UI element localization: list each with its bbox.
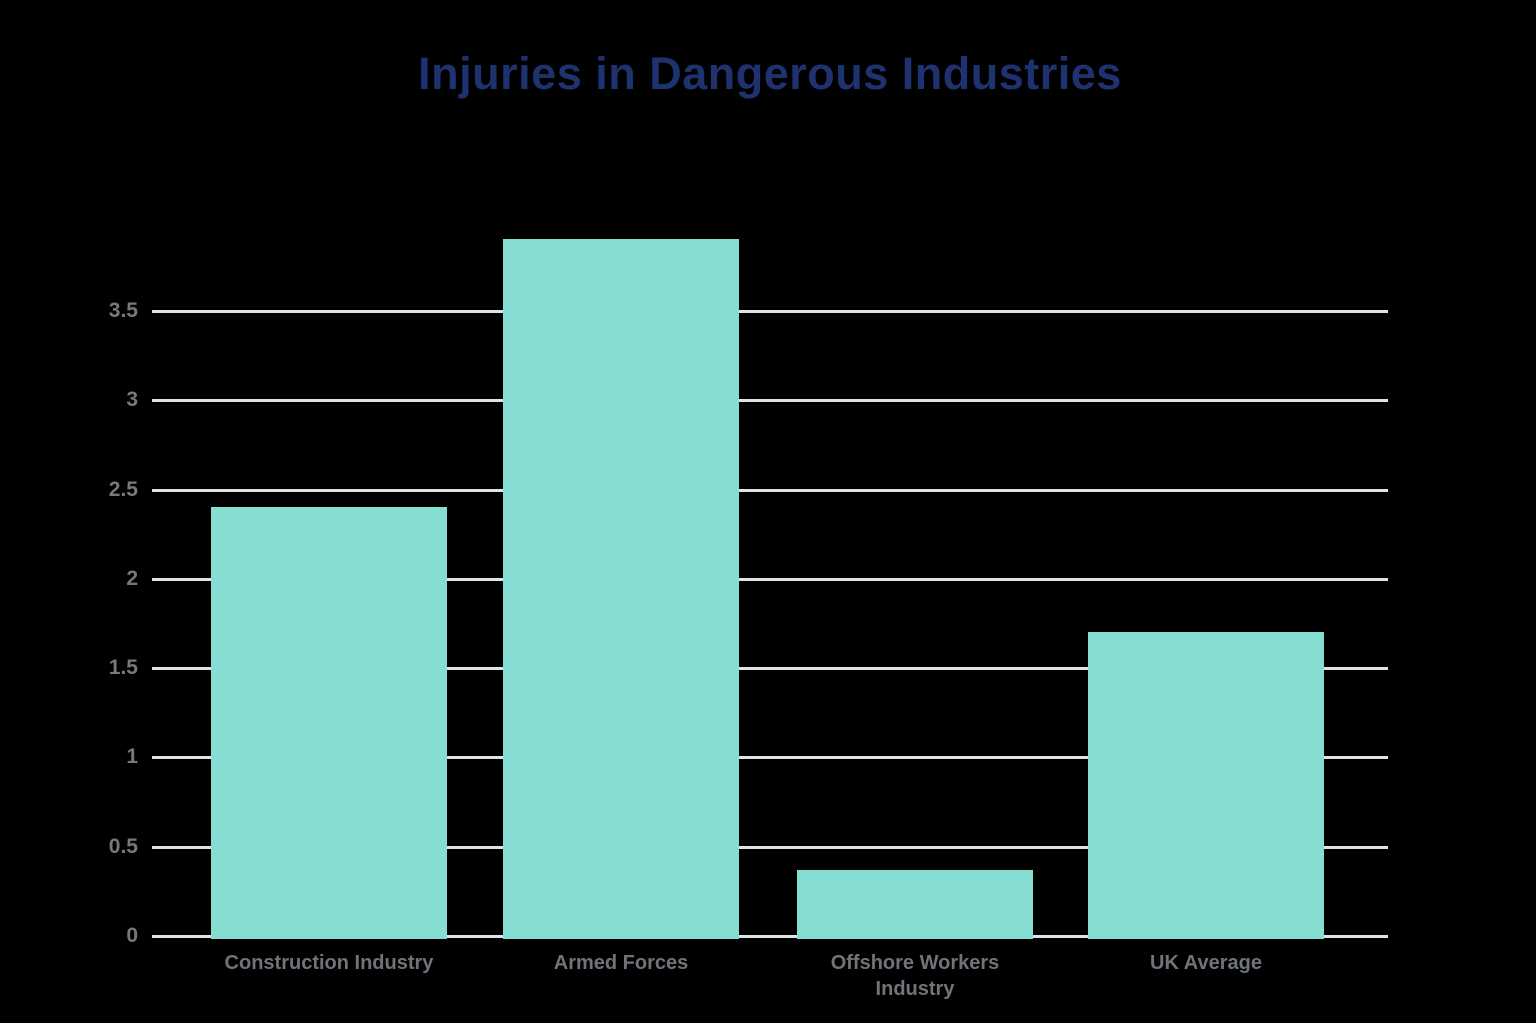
x-axis-category-label: Construction Industry	[224, 952, 434, 974]
x-axis-category-label: Armed Forces	[553, 952, 689, 974]
x-axis-line	[152, 935, 1388, 938]
y-tick-label: 0	[126, 924, 138, 947]
y-tick-label: 0.5	[108, 834, 138, 858]
gridline	[152, 667, 1388, 671]
bar	[211, 507, 447, 939]
y-tick-label: 1	[126, 745, 138, 769]
gridline	[152, 488, 1388, 492]
y-tick-label: 1.5	[108, 656, 138, 680]
gridline	[152, 756, 1388, 760]
y-tick-label: 2.5	[108, 477, 138, 501]
x-axis-category-label: UK Average	[1150, 952, 1262, 974]
y-tick-label: 2	[126, 566, 138, 590]
bar	[1088, 632, 1324, 939]
chart-title: Injuries in Dangerous Industries	[418, 48, 1122, 99]
x-axis-category-label: Offshore Workers Industry	[830, 952, 1000, 1000]
gridline	[152, 399, 1388, 403]
y-tick-label: 3	[126, 388, 138, 412]
gridline	[152, 577, 1388, 581]
y-tick-label: 3.5	[108, 298, 138, 322]
gridline	[152, 309, 1388, 313]
bar	[797, 869, 1033, 939]
bar	[503, 239, 739, 939]
gridline	[152, 845, 1388, 849]
